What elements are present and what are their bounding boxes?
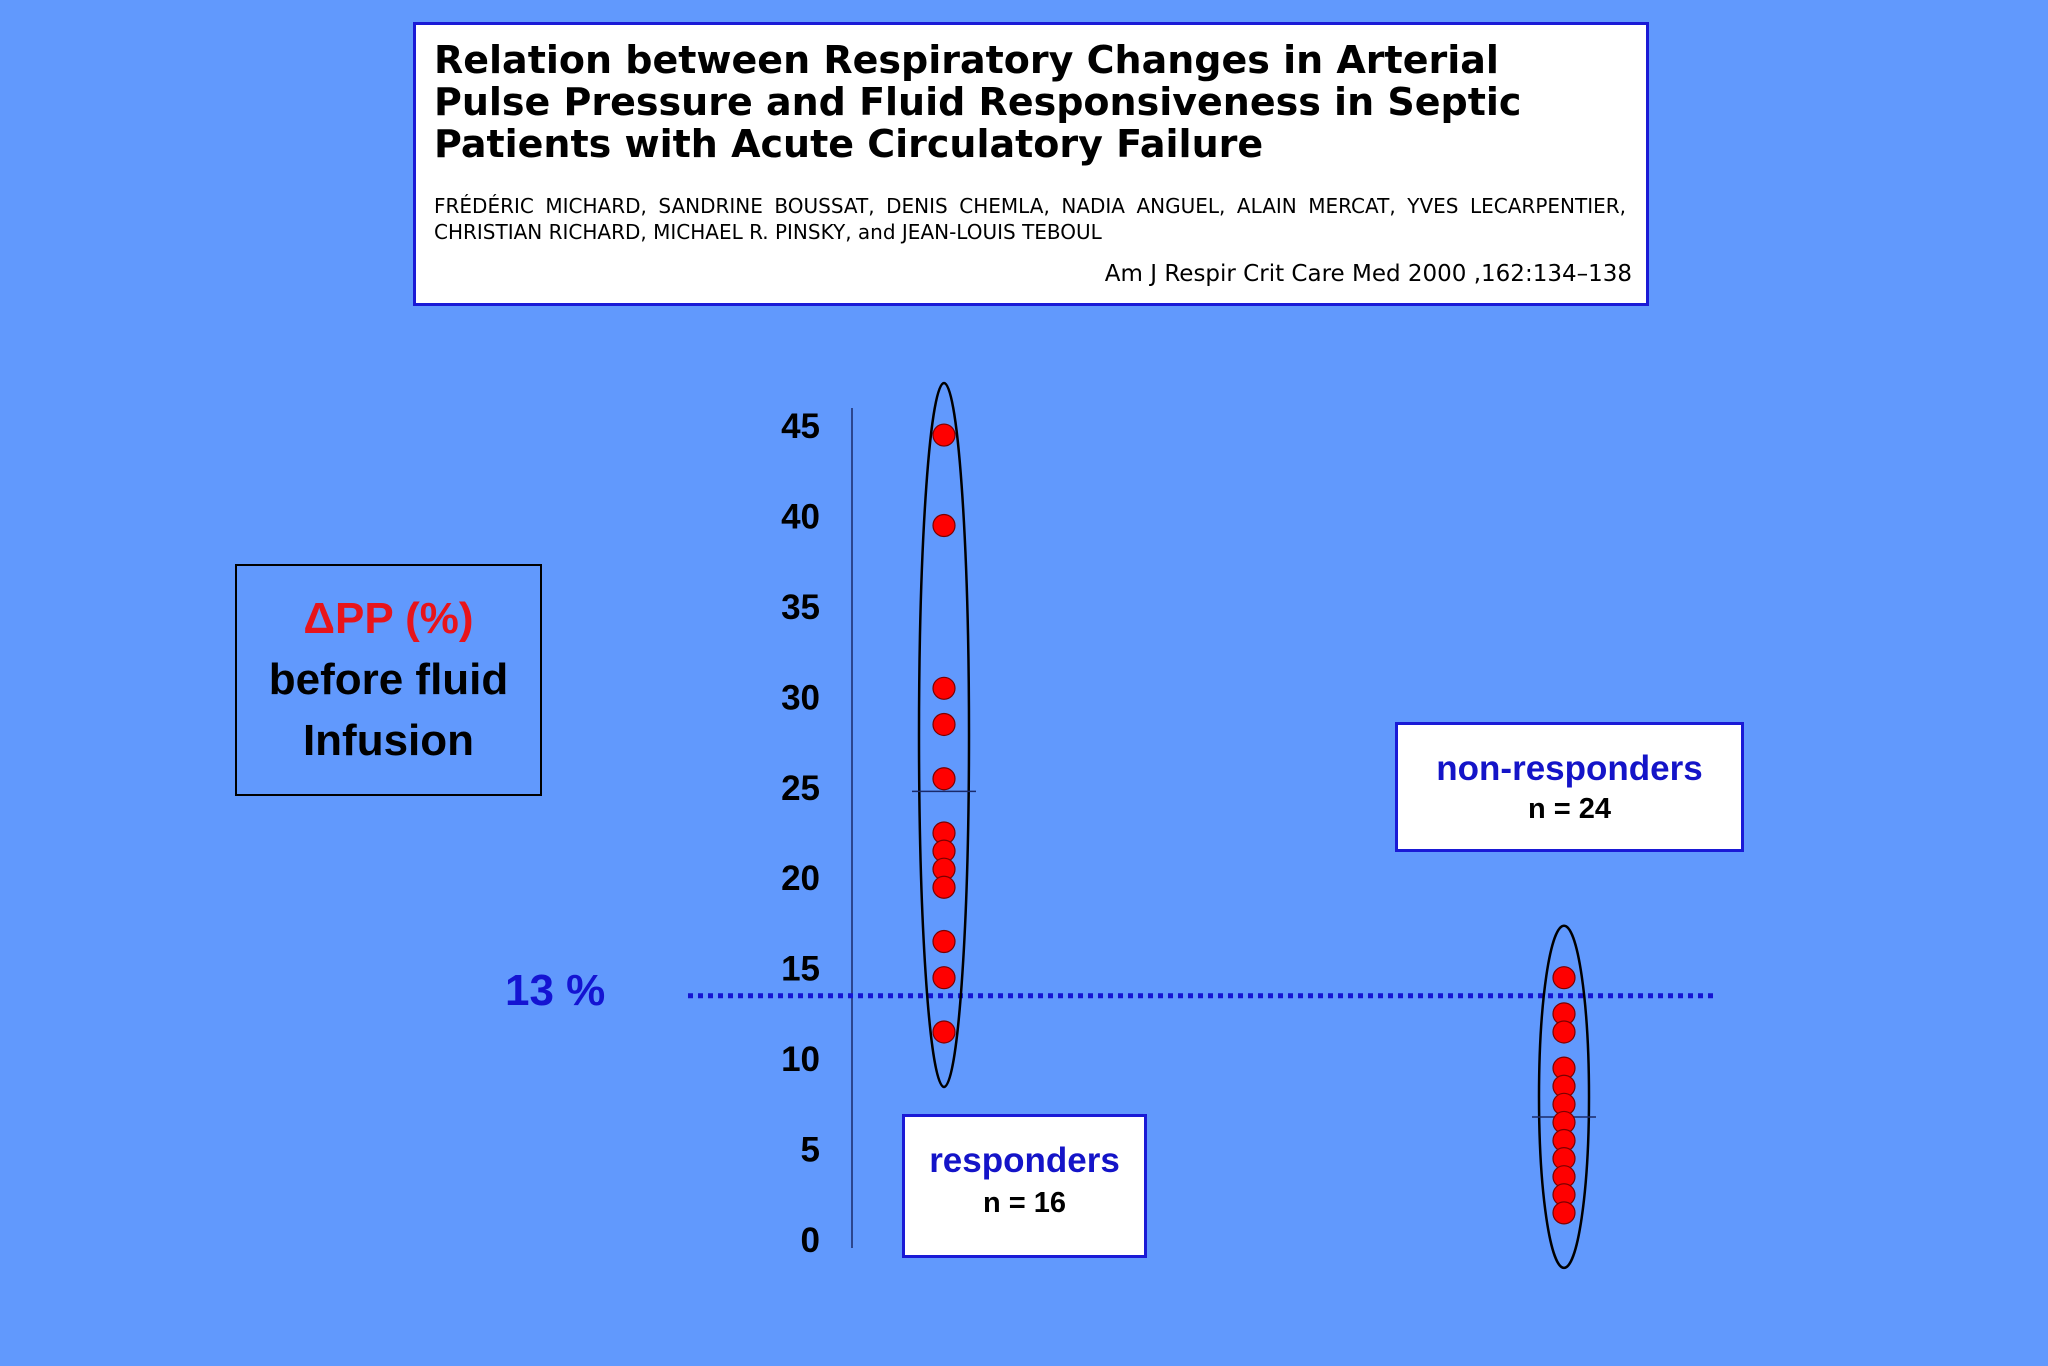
responders-label: responders [929,1141,1120,1180]
paper-authors: FRÉDÉRIC MICHARD, SANDRINE BOUSSAT, DENI… [434,194,1626,244]
data-point [932,929,956,954]
responders-legend-box: responders n = 16 [902,1114,1147,1258]
y-tick-label: 25 [781,769,820,808]
responders-count: n = 16 [982,1187,1067,1219]
y-tick-label: 40 [781,497,820,536]
y-axis-ticks: 0 5 10 15 20 25 30 35 40 45 [781,407,820,1260]
y-tick-label: 45 [781,407,820,446]
y-tick-label: 5 [801,1131,820,1170]
y-axis-label-line3: Infusion [302,716,475,765]
reference-box: Relation between Respiratory Changes in … [413,22,1649,306]
y-axis-label-box: ΔPP (%) before fluid Infusion [235,564,542,796]
y-tick-label: 0 [801,1221,820,1260]
group-non-responders [1532,924,1596,1270]
threshold-label: 13 % [505,966,606,1015]
data-point [1552,1020,1576,1044]
data-groups [912,381,1596,1270]
y-tick-label: 30 [781,678,820,717]
data-point [932,966,956,990]
group-responders [912,381,976,1089]
data-point [932,1020,956,1044]
group-ellipse [917,381,971,1089]
data-point [932,712,956,737]
non-responders-count: n = 24 [1527,793,1612,825]
group-ellipse [1537,924,1591,1270]
y-axis-label-delta-pp: ΔPP (%) [303,594,474,643]
data-point [932,875,956,899]
data-point [932,513,956,538]
data-point [1552,966,1576,990]
data-point [932,676,956,700]
y-axis-label-line2: before fluid [268,655,509,704]
y-tick-label: 10 [781,1040,820,1079]
y-tick-label: 15 [781,950,820,989]
y-tick-label: 35 [781,588,820,627]
non-responders-legend-box: non-responders n = 24 [1395,722,1744,852]
paper-journal: Am J Respir Crit Care Med 2000 ,162:134–… [1104,261,1632,287]
y-tick-label: 20 [781,859,820,898]
data-point [932,423,956,447]
data-point [932,767,956,791]
non-responders-label: non-responders [1436,749,1703,788]
paper-title: Relation between Respiratory Changes in … [434,38,1522,166]
data-point [1552,1201,1576,1225]
